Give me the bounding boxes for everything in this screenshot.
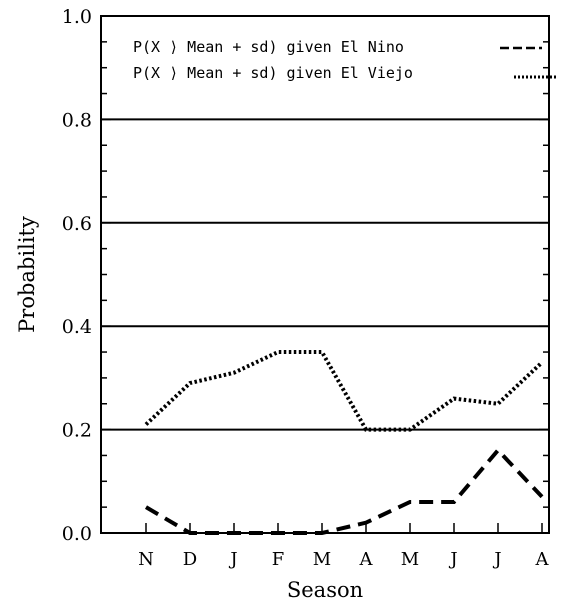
x-tick-label: J: [492, 549, 501, 570]
y-tick-label: 1.0: [62, 6, 92, 28]
series-lines: [144, 350, 544, 535]
y-tick-labels: 0.0 0.2 0.4 0.6 0.8 1.0: [62, 6, 92, 545]
y-tick-label: 0.6: [62, 213, 92, 235]
series-line-el-nino: [144, 447, 544, 535]
x-tick-label: M: [313, 549, 331, 570]
x-tick-label: D: [183, 549, 197, 570]
x-tick-label: A: [359, 549, 374, 570]
x-axis-title: Season: [287, 578, 363, 602]
legend: P(X ⟩ Mean + sd) given El Nino P(X ⟩ Mea…: [133, 38, 556, 82]
y-tick-label: 0.2: [62, 420, 92, 442]
y-tick-label: 0.8: [62, 109, 92, 131]
x-tick-label: F: [272, 549, 285, 570]
x-tick-label: N: [138, 549, 154, 570]
y-axis-title: Probability: [15, 216, 39, 333]
y-tick-label: 0.0: [62, 523, 92, 545]
x-tick-label: M: [401, 549, 419, 570]
legend-label-el-nino: P(X ⟩ Mean + sd) given El Nino: [133, 38, 404, 56]
y-tick-label: 0.4: [62, 316, 92, 338]
x-tick-label: A: [535, 549, 550, 570]
x-tick-label: J: [448, 549, 457, 570]
plot-frame: [100, 15, 550, 534]
series-line-el-viejo: [144, 350, 544, 432]
x-tick-label: J: [228, 549, 237, 570]
axis-ticks: [101, 41, 549, 533]
grid-lines: [101, 118, 549, 431]
legend-label-el-viejo: P(X ⟩ Mean + sd) given El Viejo: [133, 64, 413, 82]
